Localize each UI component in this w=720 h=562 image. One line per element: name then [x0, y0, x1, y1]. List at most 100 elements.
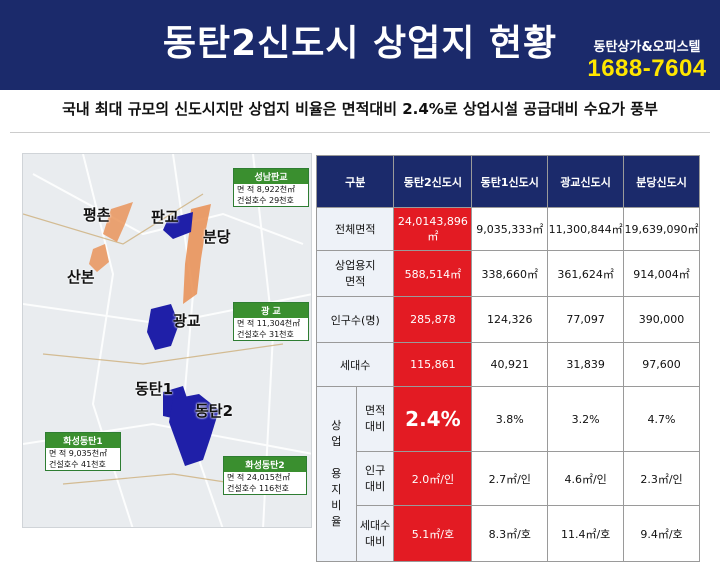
- infobox-line: 건설호수 41천호: [49, 460, 106, 469]
- infobox-title: 광 교: [234, 303, 308, 318]
- row-label-line: 대비: [364, 479, 386, 493]
- sanbon-area: [89, 244, 109, 272]
- infobox-line: 건설호수 29천호: [237, 196, 294, 205]
- page-title: 동탄2신도시 상업지 현황: [162, 23, 558, 64]
- table-cell-highlight: 2.4%: [393, 386, 473, 452]
- row-label-line: 상업용지: [334, 258, 376, 272]
- map-label-dongtan2: 동탄2: [195, 402, 234, 420]
- infobox-line: 면 적 11,304천㎡: [237, 319, 301, 328]
- table-cell-highlight: 588,514㎡: [393, 250, 473, 297]
- infobox-line: 건설호수 116천호: [227, 484, 289, 493]
- row-label-line: 대비: [364, 420, 386, 433]
- table-row: 상업용지 면적 588,514㎡ 338,660㎡ 361,624㎡ 914,0…: [315, 250, 700, 297]
- row-label-line: 인구: [364, 463, 386, 477]
- table-cell: 11.4㎡/호: [547, 505, 625, 562]
- row-label-line: 면적: [345, 274, 366, 288]
- table-cell: 11,300,844㎡: [547, 207, 625, 251]
- subtitle: 국내 최대 규모의 신도시지만 상업지 비율은 면적대비 2.4%로 상업시설 …: [62, 100, 658, 118]
- row-label-line: 대비: [364, 534, 386, 548]
- table-cell: 8.3㎡/호: [471, 505, 549, 562]
- table-header-cell: 분당신도시: [623, 155, 700, 208]
- dongtan2-area: [169, 394, 219, 466]
- table-header-cell: 구분: [315, 155, 395, 208]
- table-cell-highlight: 24,0143,896㎡: [393, 207, 473, 251]
- row-label: 세대수 대비: [355, 505, 395, 562]
- infobox-title: 화성동탄1: [46, 433, 120, 448]
- table-header-cell: 동탄1신도시: [471, 155, 549, 208]
- comparison-table: 구분 동탄2신도시 동탄1신도시 광교신도시 분당신도시 전체면적 24,014…: [315, 155, 700, 562]
- map-label-bundang: 분당: [203, 228, 231, 246]
- infobox-line: 면 적 8,922천㎡: [237, 185, 296, 194]
- table-cell-highlight: 2.0㎡/인: [393, 451, 473, 506]
- table-header-row: 구분 동탄2신도시 동탄1신도시 광교신도시 분당신도시: [315, 155, 700, 208]
- table-cell: 2.3㎡/인: [623, 451, 700, 506]
- ratio-group-char: 율: [331, 515, 342, 528]
- infobox-title: 성남판교: [234, 169, 308, 184]
- header-banner: 동탄2신도시 상업지 현황 동탄상가&오피스텔 1688-7604: [0, 0, 720, 90]
- table-cell: 338,660㎡: [471, 250, 549, 297]
- table-cell: 361,624㎡: [547, 250, 625, 297]
- table-cell-highlight: 5.1㎡/호: [393, 505, 473, 562]
- row-label: 인구 대비: [355, 451, 395, 506]
- row-label: 면적 대비: [355, 386, 395, 452]
- table-cell: 124,326: [471, 296, 549, 343]
- table-cell: 3.2%: [547, 386, 625, 452]
- ratio-group-char: 지: [331, 483, 342, 496]
- row-label: 전체면적: [315, 207, 395, 251]
- divider: [10, 132, 710, 133]
- ratio-group-char: 비: [331, 499, 342, 512]
- table-header-cell: 광교신도시: [547, 155, 625, 208]
- infobox-gwanggyo: 광 교 면 적 11,304천㎡ 건설호수 31천호: [233, 302, 309, 341]
- row-label: 세대수: [315, 342, 395, 387]
- table-cell-highlight: 115,861: [393, 342, 473, 387]
- table-header-cell: 동탄2신도시: [393, 155, 473, 208]
- ratio-group-char: 업: [331, 435, 342, 448]
- pyeongchon-area: [103, 202, 133, 242]
- table-cell: 77,097: [547, 296, 625, 343]
- pangyo-area: [163, 212, 193, 239]
- map-label-sanbon: 산본: [67, 268, 95, 286]
- table-cell: 31,839: [547, 342, 625, 387]
- map-label-pangyo: 판교: [151, 208, 179, 226]
- row-label: 상업용지 면적: [315, 250, 395, 297]
- table-row: 세대수 115,861 40,921 31,839 97,600: [315, 342, 700, 387]
- infobox-title: 화성동탄2: [224, 457, 306, 472]
- ratio-group-char: 상: [331, 419, 342, 432]
- row-label-line: 세대수: [359, 518, 391, 532]
- table-row: 전체면적 24,0143,896㎡ 9,035,333㎡ 11,300,844㎡…: [315, 207, 700, 251]
- table-cell: 9,035,333㎡: [471, 207, 549, 251]
- table-cell: 9.4㎡/호: [623, 505, 700, 562]
- infobox-pangyo: 성남판교 면 적 8,922천㎡ 건설호수 29천호: [233, 168, 309, 207]
- infobox-line: 면 적 24,015천㎡: [227, 473, 291, 482]
- infobox-dongtan2: 화성동탄2 면 적 24,015천㎡ 건설호수 116천호: [223, 456, 307, 495]
- map-label-pyeongchon: 평촌: [83, 206, 111, 224]
- infobox-dongtan1: 화성동탄1 면 적 9,035천㎡ 건설호수 41천호: [45, 432, 121, 471]
- row-label: 인구수(명): [315, 296, 395, 343]
- ratio-group-char: 용: [331, 467, 342, 480]
- map-label-gwanggyo: 광교: [173, 312, 201, 330]
- brand-block: 동탄상가&오피스텔 1688-7604: [582, 36, 712, 83]
- gwanggyo-area: [147, 304, 179, 350]
- table-cell: 914,004㎡: [623, 250, 700, 297]
- table-cell: 19,639,090㎡: [623, 207, 700, 251]
- table-cell: 97,600: [623, 342, 700, 387]
- table-row: 인구 대비 2.0㎡/인 2.7㎡/인 4.6㎡/인 2.3㎡/인: [317, 451, 700, 506]
- table-cell: 2.7㎡/인: [471, 451, 549, 506]
- ratio-group-label: 상 업 용 지 비 율: [316, 386, 357, 562]
- table-cell: 390,000: [623, 296, 700, 343]
- brand-phone[interactable]: 1688-7604: [587, 55, 707, 82]
- map-label-dongtan1: 동탄1: [135, 380, 174, 398]
- region-map: 평촌 판교 분당 산본 광교 동탄1 동탄2 성남판교 면 적 8,922천㎡ …: [22, 153, 312, 528]
- table-cell-highlight: 285,878: [393, 296, 473, 343]
- row-label-line: 면적: [364, 404, 386, 417]
- table-cell: 4.6㎡/인: [547, 451, 625, 506]
- table-cell: 40,921: [471, 342, 549, 387]
- ratio-group-char: [317, 450, 356, 466]
- table-row: 세대수 대비 5.1㎡/호 8.3㎡/호 11.4㎡/호 9.4㎡/호: [317, 505, 700, 562]
- brand-name: 동탄상가&오피스텔: [593, 40, 701, 55]
- infobox-line: 건설호수 31천호: [237, 330, 294, 339]
- table-row: 상 업 용 지 비 율 면적 대비 2.4% 3.8% 3.2% 4.7%: [316, 386, 700, 562]
- table-cell: 4.7%: [623, 386, 700, 452]
- table-row: 인구수(명) 285,878 124,326 77,097 390,000: [315, 296, 700, 343]
- infobox-line: 면 적 9,035천㎡: [49, 449, 108, 458]
